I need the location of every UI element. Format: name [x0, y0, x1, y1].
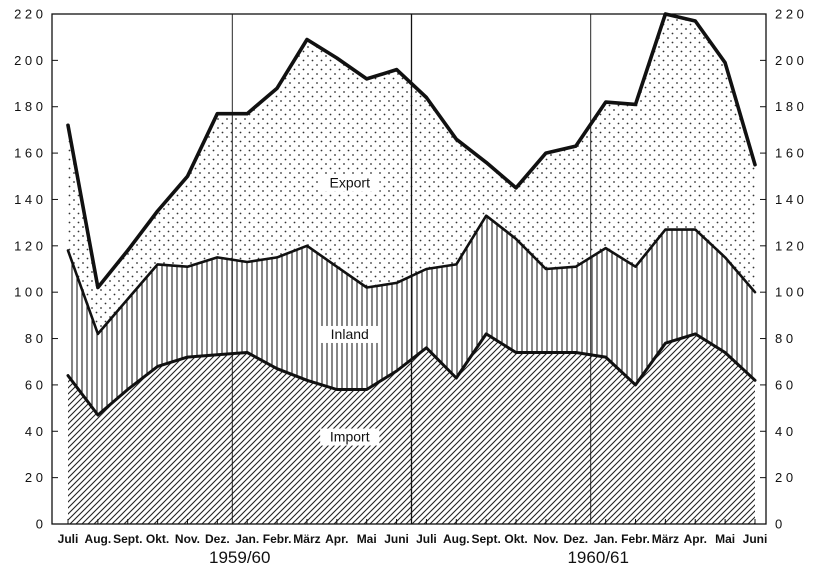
- y-tick-label: 1 4 0: [775, 192, 804, 207]
- x-tick-label: Febr.: [621, 532, 650, 546]
- x-tick-label: Okt.: [146, 532, 169, 546]
- x-axis-periods: 1959/60 1960/61: [209, 548, 629, 567]
- y-tick-label: 2 0 0: [775, 53, 804, 68]
- x-tick-label: Sept.: [113, 532, 142, 546]
- x-tick-label: Jan.: [235, 532, 259, 546]
- line-inland: [66, 214, 757, 336]
- x-tick-label: März: [652, 532, 679, 546]
- x-tick-label: Nov.: [533, 532, 558, 546]
- plot-frame: [51, 13, 767, 525]
- series-labels: Import Inland Export: [320, 174, 380, 446]
- y-tick-label: 1 8 0: [775, 99, 804, 114]
- x-tick-label: Mai: [357, 532, 377, 546]
- label-background: [320, 174, 380, 192]
- x-tick-label: Juni: [743, 532, 768, 546]
- series-label: Export: [330, 175, 371, 191]
- y-tick-label: 6 0: [775, 377, 793, 392]
- y-tick-label: 2 2 0: [14, 7, 43, 22]
- y-tick-label: 0: [36, 517, 43, 532]
- x-tick-label: Aug.: [443, 532, 470, 546]
- x-tick-label: Okt.: [504, 532, 527, 546]
- x-tick-label: Nov.: [175, 532, 200, 546]
- x-tick-label: Mai: [715, 532, 735, 546]
- vertical-grid: [231, 14, 592, 524]
- y-tick-label: 0: [775, 517, 782, 532]
- line-import: [66, 332, 757, 417]
- y-axis-right: 0 2 0 4 0 6 0 8 0 1 0 0 1 2 0 1 4 0 1 6 0 1 8 0 2 …: [760, 7, 804, 532]
- y-tick-label: 8 0: [25, 331, 43, 346]
- x-tick-label: Febr.: [263, 532, 292, 546]
- y-tick-label: 1 6 0: [14, 146, 43, 161]
- y-tick-label: 2 0: [25, 470, 43, 485]
- series-label: Import: [330, 429, 370, 445]
- y-axis-left: 0 2 0 4 0 6 0 8 0 1 0 0 1 2 0 1 4 0 1 6 0 1 8 0 2 …: [14, 7, 58, 532]
- line-export: [66, 12, 757, 290]
- y-tick-label: 1 0 0: [775, 285, 804, 300]
- period-label: 1960/61: [567, 548, 628, 567]
- x-tick-label: Apr.: [325, 532, 348, 546]
- label-background: [320, 428, 380, 446]
- x-tick-label: Jan.: [594, 532, 618, 546]
- y-tick-label: 6 0: [25, 377, 43, 392]
- x-tick-label: Juli: [58, 532, 79, 546]
- x-tick-label: Dez.: [205, 532, 230, 546]
- x-tick-label: Aug.: [85, 532, 112, 546]
- y-tick-label: 1 2 0: [14, 238, 43, 253]
- y-tick-label: 2 0 0: [14, 53, 43, 68]
- series-label: Inland: [331, 326, 369, 342]
- x-axis-months: Juli Aug. Sept. Okt. Nov. Dez. Jan. Febr. März Ap…: [58, 519, 768, 546]
- y-tick-label: 4 0: [775, 424, 793, 439]
- x-tick-label: Apr.: [684, 532, 707, 546]
- y-tick-label: 1 8 0: [14, 99, 43, 114]
- y-tick-label: 1 6 0: [775, 146, 804, 161]
- y-tick-label: 1 4 0: [14, 192, 43, 207]
- series-lines: [66, 12, 757, 417]
- y-tick-label: 2 2 0: [775, 7, 804, 22]
- label-background: [320, 325, 380, 343]
- y-tick-label: 8 0: [775, 331, 793, 346]
- y-tick-label: 2 0: [775, 470, 793, 485]
- x-tick-label: Dez.: [563, 532, 588, 546]
- x-tick-label: Juli: [416, 532, 437, 546]
- y-tick-label: 4 0: [25, 424, 43, 439]
- x-tick-label: März: [293, 532, 320, 546]
- x-tick-label: Sept.: [472, 532, 501, 546]
- y-tick-label: 1 0 0: [14, 285, 43, 300]
- period-label: 1959/60: [209, 548, 270, 567]
- y-tick-label: 1 2 0: [775, 238, 804, 253]
- x-tick-label: Juni: [384, 532, 409, 546]
